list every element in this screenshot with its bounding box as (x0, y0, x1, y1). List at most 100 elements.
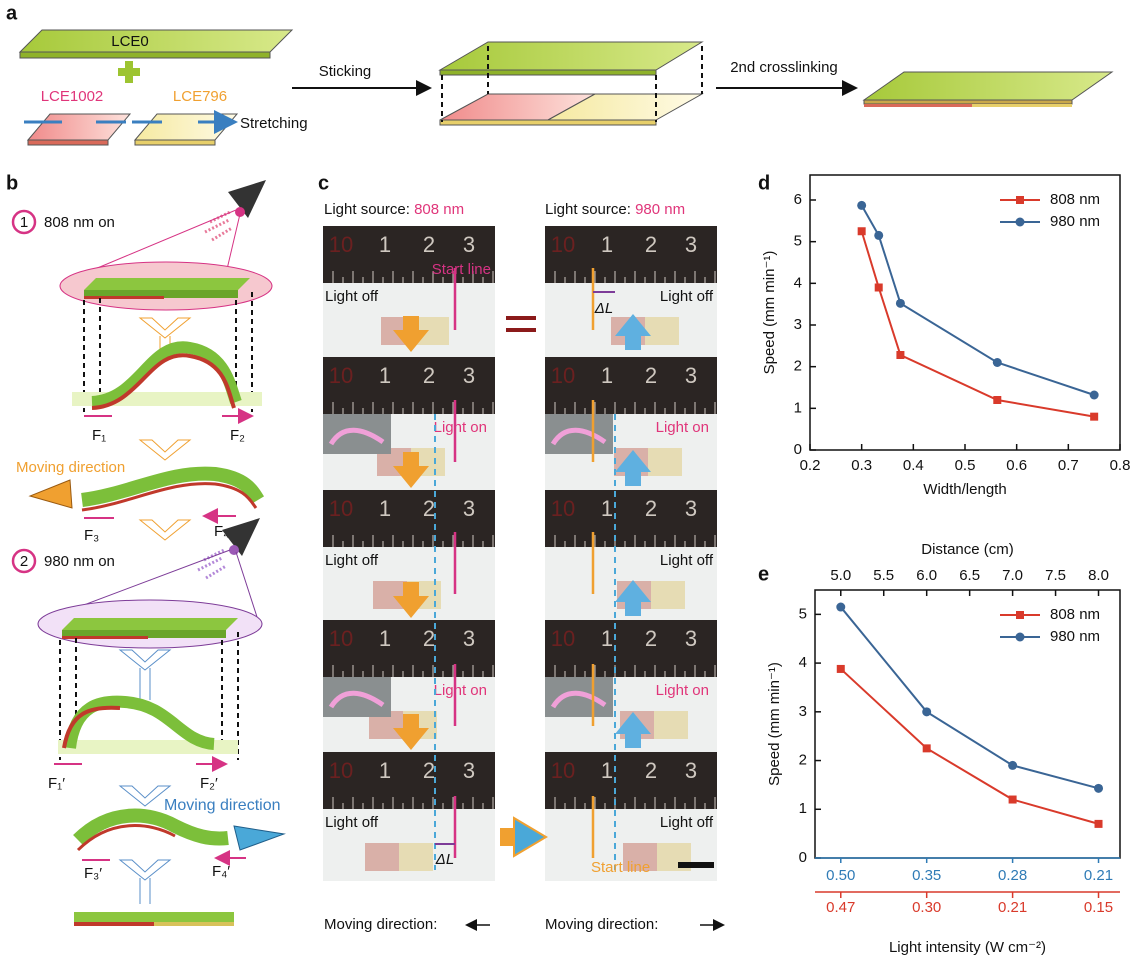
data-point (1094, 784, 1103, 793)
x-tick-label: 0.3 (851, 457, 872, 474)
label-lce1002: LCE1002 (41, 88, 104, 105)
ruler-number: 3 (463, 758, 475, 783)
plate-lce0 (20, 30, 292, 58)
secondary-tick-label: 0.28 (998, 867, 1027, 884)
step-label: 808 nm on (44, 214, 115, 231)
series-line (862, 205, 1094, 395)
light-source-prefix: Light source: (545, 201, 635, 218)
x-tick-label: 0.6 (1006, 457, 1027, 474)
start-line-label: Start line (432, 261, 491, 278)
stack-diagram (440, 42, 702, 125)
ruler-number: 3 (685, 363, 697, 388)
legend-label: 980 nm (1050, 628, 1100, 645)
data-point (1090, 391, 1099, 400)
x-tick-label: 5.0 (830, 567, 851, 584)
secondary-tick-label: 0.21 (998, 899, 1027, 916)
x-tick-label: 8.0 (1088, 567, 1109, 584)
y-axis-title: Speed (mm min⁻¹) (766, 662, 783, 786)
y-tick-label: 0 (799, 849, 807, 866)
y-tick-label: 1 (794, 399, 802, 416)
process-arrow (140, 520, 190, 540)
secondary-tick-label: 0.35 (912, 867, 941, 884)
x-tick-label: 6.0 (916, 567, 937, 584)
sample-red (365, 843, 399, 871)
moving-direction: Moving direction: (545, 916, 658, 933)
legend-marker (1016, 218, 1025, 227)
label-lce0: LCE0 (111, 33, 149, 50)
data-point (857, 201, 866, 210)
plate-lce1002 (28, 114, 130, 145)
secondary-tick-label: 0.21 (1084, 867, 1113, 884)
x-tick-label: 7.5 (1045, 567, 1066, 584)
page: {"panels": { "a": {"label": "a", "lce0":… (0, 0, 1133, 959)
panel-label: b (6, 172, 18, 194)
ruler-number: 1 (379, 363, 391, 388)
moving-direction: Moving direction: (324, 916, 437, 933)
x-tick-label: 7.0 (1002, 567, 1023, 584)
scale-bar (678, 862, 714, 868)
ruler-number: 3 (463, 363, 475, 388)
state-label: Light on (656, 682, 709, 699)
ruler-number: 1 (601, 758, 613, 783)
light-source-wavelength: 808 nm (414, 201, 464, 218)
ruler-number: 1 (601, 232, 613, 257)
force-label: F₂ (230, 427, 245, 444)
ruler-number: 3 (463, 232, 475, 257)
sample-yellow (399, 843, 433, 871)
light-source: Light source: 980 nm (545, 201, 685, 218)
ruler-number: 10 (329, 758, 353, 783)
force-label: F₁′ (48, 775, 65, 792)
process-arrow (120, 786, 170, 806)
force-label: F₂′ (200, 775, 218, 792)
delta-label: ΔL (594, 300, 613, 317)
y-tick-label: 6 (794, 191, 802, 208)
ruler-number: 1 (379, 496, 391, 521)
x-axis-title-top: Distance (cm) (921, 541, 1014, 558)
plus-icon (118, 61, 140, 83)
state-label: Light on (434, 419, 487, 436)
data-point (1090, 413, 1098, 421)
force-label: F₃ (84, 527, 99, 544)
data-point (837, 665, 845, 673)
label-crosslinking: 2nd crosslinking (730, 59, 838, 76)
ruler-number: 2 (645, 626, 657, 651)
light-source-wavelength: 980 nm (635, 201, 685, 218)
label-stretching: Stretching (240, 115, 308, 132)
data-point (1009, 796, 1017, 804)
x-tick-label: 0.7 (1058, 457, 1079, 474)
y-tick-label: 4 (799, 654, 807, 671)
x-tick-label: 6.5 (959, 567, 980, 584)
legend-label: 808 nm (1050, 191, 1100, 208)
ruler-number: 2 (423, 496, 435, 521)
legend-marker (1016, 196, 1024, 204)
data-point (896, 299, 905, 308)
step-number: 1 (20, 214, 28, 231)
inset-photo (323, 414, 391, 454)
ruler-number: 10 (329, 363, 353, 388)
label-lce796: LCE796 (173, 88, 227, 105)
state-label: Light off (660, 288, 714, 305)
force-arrows (84, 516, 236, 518)
ruler-number: 10 (551, 363, 575, 388)
delta-label: ΔL (435, 851, 454, 868)
legend-marker (1016, 633, 1025, 642)
ruler-number: 3 (463, 626, 475, 651)
ruler-number: 1 (379, 626, 391, 651)
strip (74, 912, 234, 926)
ruler-number: 3 (685, 758, 697, 783)
ruler-number: 3 (463, 496, 475, 521)
y-tick-label: 2 (799, 752, 807, 769)
state-label: Light on (656, 419, 709, 436)
panel-label: c (318, 172, 329, 194)
state-label: Light off (325, 552, 379, 569)
ruler-number: 1 (601, 363, 613, 388)
ruler-number: 2 (645, 496, 657, 521)
force-label: F₁ (92, 427, 106, 444)
process-arrow (120, 860, 170, 904)
data-point (993, 396, 1001, 404)
secondary-tick-label: 0.15 (1084, 899, 1113, 916)
ruler-number: 2 (645, 232, 657, 257)
final-plate (864, 72, 1112, 107)
force-label: F₄′ (212, 863, 230, 880)
y-tick-label: 5 (799, 605, 807, 622)
